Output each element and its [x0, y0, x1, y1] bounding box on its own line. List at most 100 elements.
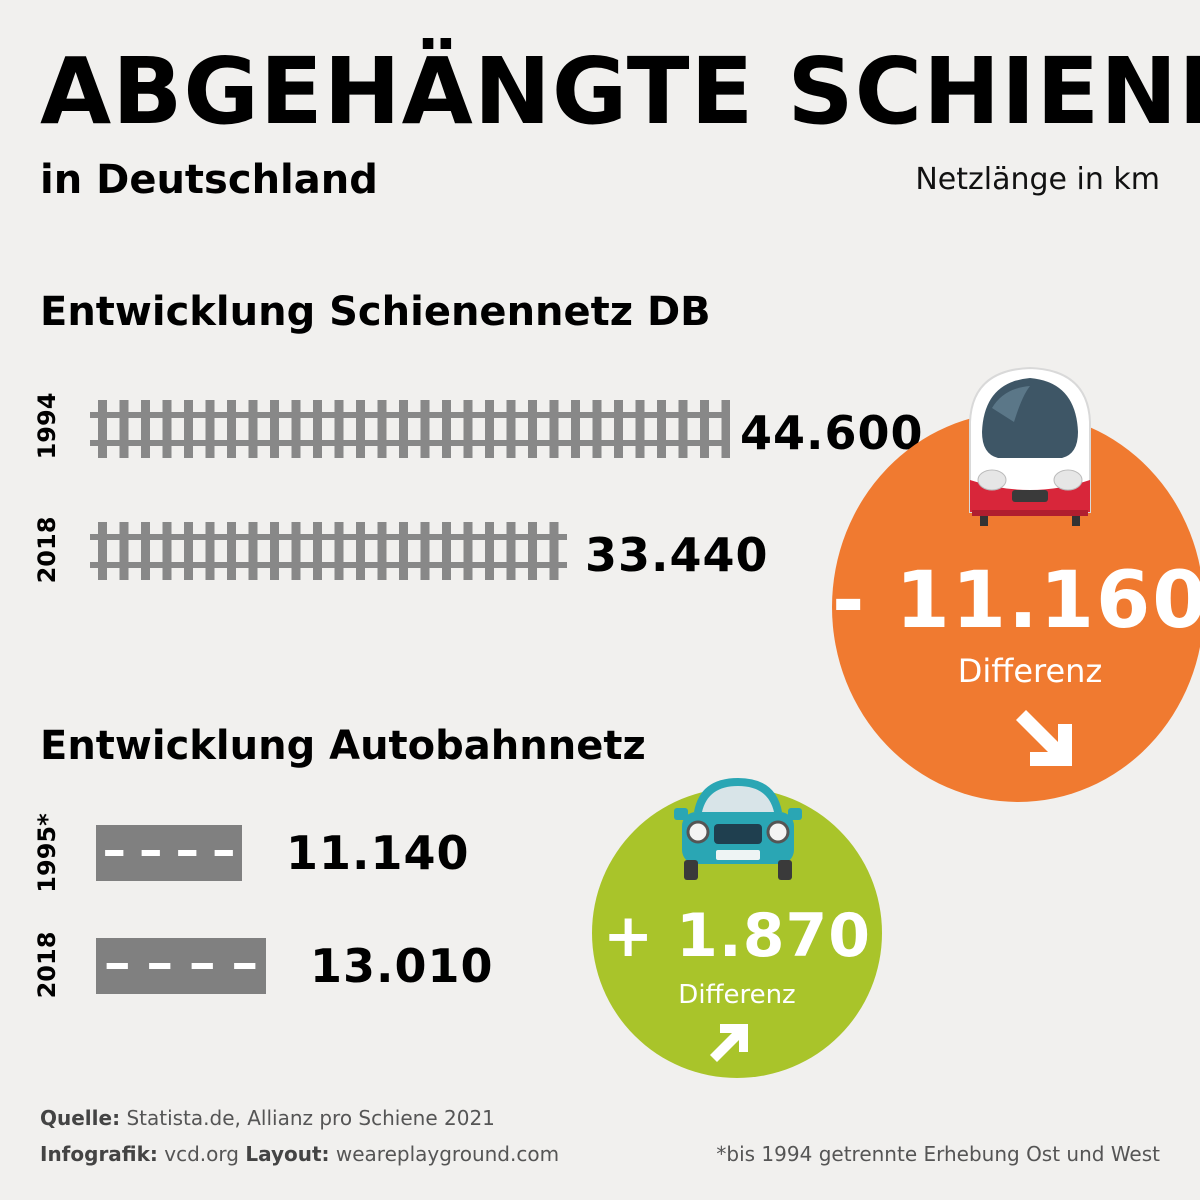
rail-tie: [270, 400, 279, 458]
rail-tie: [528, 522, 537, 580]
rail-tie: [356, 400, 365, 458]
rail-tie: [313, 522, 322, 580]
rail-tie: [119, 522, 129, 580]
rail-tie: [184, 522, 193, 580]
road-dash: [149, 963, 171, 969]
rail-bar-1994: [90, 400, 730, 458]
road-dash: [106, 963, 128, 969]
rail-tie: [205, 522, 215, 580]
layout-text: weareplayground.com: [335, 1142, 560, 1166]
rail-tie: [119, 400, 129, 458]
source-line: Quelle: Statista.de, Allianz pro Schiene…: [40, 1108, 495, 1128]
rail-tie: [420, 400, 430, 458]
car-icon: [674, 778, 802, 880]
arrow-up-right-icon: [710, 1024, 748, 1062]
rail-tie: [528, 400, 537, 458]
rail-tie: [657, 400, 666, 458]
road-dash: [191, 963, 213, 969]
rail-tie: [463, 400, 473, 458]
rail-tie: [291, 400, 301, 458]
road-bar-2018: [96, 938, 266, 994]
rail-tie: [377, 522, 387, 580]
rail-year-label-2018: 2018: [33, 516, 61, 584]
unit-label: Netzlänge in km: [915, 162, 1160, 197]
rail-tie: [399, 522, 408, 580]
rail-tie: [141, 522, 150, 580]
rail-tie: [227, 522, 236, 580]
rail-tie: [205, 400, 215, 458]
rail-year-label-1994: 1994: [33, 392, 61, 460]
rail-tie: [377, 400, 387, 458]
rail-tie: [291, 522, 301, 580]
rail-tie: [463, 522, 473, 580]
rail-tie: [485, 400, 494, 458]
rail-tie: [334, 400, 344, 458]
road-dash: [214, 850, 233, 856]
rail-tie: [549, 522, 559, 580]
infografik-label: Infografik:: [40, 1142, 158, 1166]
road-bar-1995: [96, 825, 242, 881]
layout-label: Layout:: [245, 1142, 330, 1166]
rail-tie: [721, 400, 730, 458]
arrow-down-right-icon: [1016, 710, 1072, 766]
road-value-1995: 11.140: [286, 826, 470, 880]
page-subtitle: in Deutschland: [40, 157, 378, 203]
rail-track-1994: [90, 400, 730, 458]
rail-value-1994: 44.600: [740, 406, 924, 460]
rail-tie: [248, 522, 258, 580]
infografik-text: vcd.org: [164, 1142, 239, 1166]
rail-tie: [184, 400, 193, 458]
rail-tie: [98, 400, 107, 458]
source-label: Quelle:: [40, 1106, 121, 1130]
rail-line-top: [90, 412, 726, 418]
rail-line-bottom: [90, 562, 567, 568]
rail-tie: [614, 400, 623, 458]
rail-tie: [678, 400, 688, 458]
road-bar-1995*: [96, 825, 242, 881]
road-year-label-1995: 1995*: [33, 813, 61, 893]
rail-tie: [227, 400, 236, 458]
rail-tie: [162, 522, 172, 580]
rail-tie: [506, 522, 516, 580]
rail-tie: [141, 400, 150, 458]
rail-tie: [313, 400, 322, 458]
road-bar-2018: [96, 938, 266, 994]
road-dash: [141, 850, 160, 856]
road-dash: [105, 850, 124, 856]
rail-difference-label: Differenz: [957, 652, 1103, 690]
rail-section-heading: Entwicklung Schienennetz DB: [40, 289, 711, 335]
rail-tie: [442, 522, 451, 580]
rail-tie: [592, 400, 602, 458]
rail-value-2018: 33.440: [585, 528, 769, 582]
road-difference-value: + 1.870: [603, 901, 871, 971]
rail-tie: [334, 522, 344, 580]
train-icon: [969, 366, 1091, 526]
road-year-label-2018: 2018: [33, 931, 61, 999]
rail-tie: [356, 522, 365, 580]
rail-tie: [270, 522, 279, 580]
rail-tie: [442, 400, 451, 458]
rail-tie: [248, 400, 258, 458]
road-dash: [178, 850, 197, 856]
rail-tie: [98, 522, 107, 580]
rail-tie: [399, 400, 408, 458]
rail-tie: [162, 400, 172, 458]
rail-tie: [571, 400, 580, 458]
rail-tie: [700, 400, 709, 458]
rail-tie: [635, 400, 645, 458]
rail-line-top: [90, 534, 567, 540]
credits-line: Infografik: vcd.org Layout: weareplaygro…: [40, 1144, 559, 1164]
page-title: ABGEHÄNGTE SCHIENE: [40, 38, 1200, 145]
road-section-heading: Entwicklung Autobahnnetz: [40, 723, 646, 769]
road-difference-label: Differenz: [678, 980, 796, 1010]
rail-tie: [549, 400, 559, 458]
rail-tie: [420, 522, 430, 580]
road-dash: [234, 963, 256, 969]
source-text: Statista.de, Allianz pro Schiene 2021: [126, 1106, 495, 1130]
rail-tie: [485, 522, 494, 580]
rail-bar-2018: [90, 522, 567, 580]
rail-difference-value: - 11.160: [832, 556, 1200, 646]
rail-line-bottom: [90, 440, 726, 446]
road-value-2018: 13.010: [310, 939, 494, 993]
rail-track-2018: [90, 522, 567, 580]
